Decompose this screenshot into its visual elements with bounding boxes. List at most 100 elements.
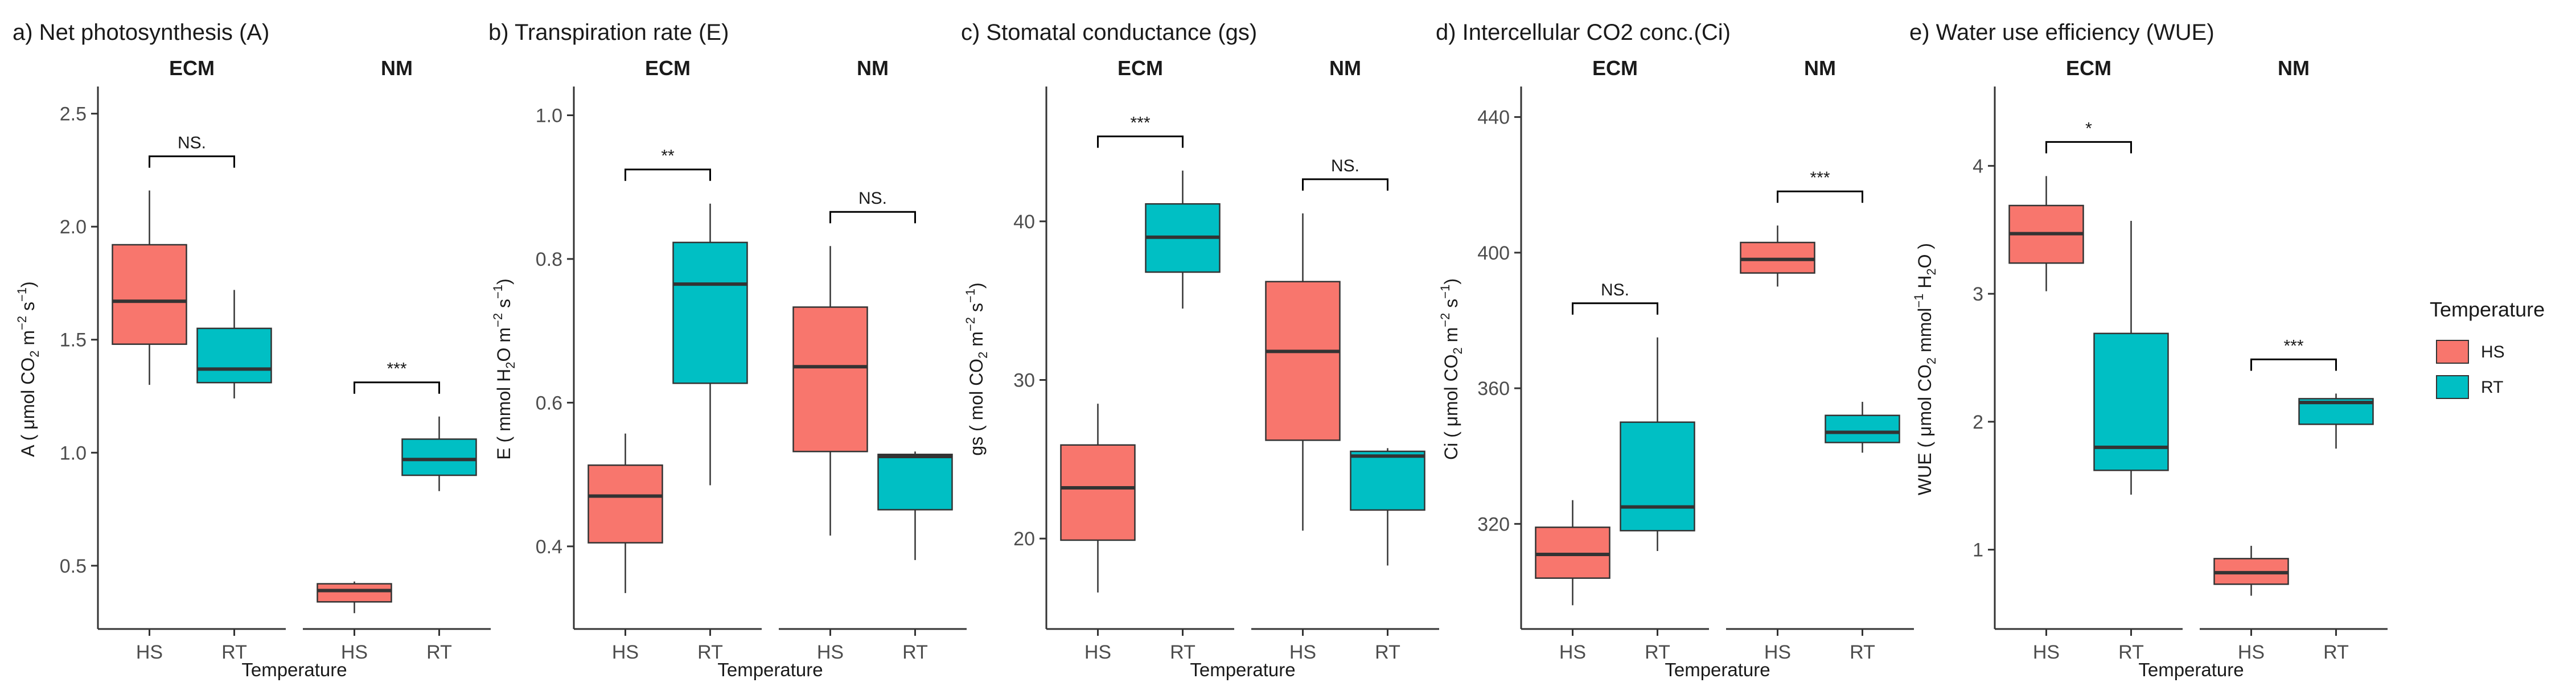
- y-label-text: m: [966, 331, 987, 352]
- panel-title: e) Water use efficiency (WUE): [1909, 20, 2215, 45]
- x-tick-label: HS: [1084, 642, 1111, 663]
- y-label-sup: −1: [1912, 294, 1926, 308]
- x-tick-label: RT: [2323, 642, 2349, 663]
- significance-label: NS.: [1601, 281, 1629, 299]
- x-tick-label: RT: [1850, 642, 1875, 663]
- y-tick-label: 30: [1013, 370, 1035, 392]
- facet-label-ecm: ECM: [2066, 56, 2111, 80]
- y-label-text: O ): [1914, 243, 1935, 268]
- facet-label-nm: NM: [2278, 56, 2310, 80]
- facet-label-ecm: ECM: [1118, 56, 1163, 80]
- x-tick-label: RT: [221, 642, 247, 663]
- panel-title: c) Stomatal conductance (gs): [961, 20, 1257, 45]
- legend-label-rt: RT: [2481, 378, 2503, 397]
- x-axis-title: Temperature: [717, 659, 823, 680]
- y-label-sup: −1: [491, 285, 505, 299]
- y-label-sub: 2: [1924, 268, 1938, 275]
- significance-label: *: [2085, 119, 2092, 138]
- x-tick-label: RT: [1170, 642, 1195, 663]
- significance-label: NS.: [1331, 157, 1359, 175]
- box-nm-rt: [1825, 414, 1900, 443]
- box-nm-hs: [1265, 281, 1341, 441]
- y-axis-label: WUE ( μmol CO2 mmol−1 H2O ): [1912, 243, 1938, 495]
- box-ecm-hs: [1060, 444, 1136, 541]
- significance-bracket: [1777, 190, 1863, 203]
- facet-label-nm: NM: [381, 56, 413, 80]
- x-axis-title: Temperature: [1665, 659, 1770, 680]
- y-label-text: Ci ( μmol CO: [1441, 354, 1461, 460]
- x-tick-label: HS: [2238, 642, 2265, 663]
- significance-bracket: [1302, 178, 1388, 191]
- y-tick-label: 4: [1973, 155, 1983, 177]
- x-tick-label: RT: [1375, 642, 1400, 663]
- x-tick-label: HS: [136, 642, 163, 663]
- panel-e-water-use-efficiency: e) Water use efficiency (WUE) 1 2 3 4 WUE ( μ…: [1909, 20, 2388, 680]
- box-ecm-hs: [587, 464, 663, 544]
- facet-label-ecm: ECM: [169, 56, 215, 80]
- significance-label: ***: [387, 360, 406, 379]
- box-ecm-rt: [672, 241, 748, 384]
- y-label-sup: −2: [963, 317, 977, 331]
- significance-bracket: [829, 211, 916, 224]
- y-label-text: s: [18, 302, 38, 316]
- y-tick-label: 2.0: [60, 216, 87, 238]
- y-axis-label: E ( mmol H2O m−2 s−1): [491, 278, 517, 459]
- y-label-sup: −1: [1438, 285, 1452, 299]
- y-tick-label: 400: [1477, 242, 1510, 264]
- y-label-text: ): [1441, 278, 1461, 285]
- y-label-text: ): [18, 281, 38, 287]
- y-tick-label: 360: [1477, 378, 1510, 400]
- y-tick-label: 0.5: [60, 556, 87, 577]
- y-tick-label: 40: [1013, 211, 1035, 233]
- x-tick-label: HS: [817, 642, 844, 663]
- box-ecm-rt: [1620, 421, 1695, 532]
- box-nm-rt: [1350, 450, 1425, 511]
- y-label-sup: −2: [491, 313, 505, 327]
- y-tick-label: 320: [1477, 513, 1510, 535]
- x-tick-label: HS: [1764, 642, 1791, 663]
- significance-bracket: [2250, 358, 2337, 371]
- facet-label-nm: NM: [1804, 56, 1836, 80]
- facet-label-ecm: ECM: [1592, 56, 1638, 80]
- y-label-sup: −1: [963, 289, 977, 303]
- y-label-sub: 2: [1924, 357, 1938, 364]
- y-label-text: m: [1441, 327, 1461, 348]
- y-tick-label: 3: [1973, 283, 1983, 305]
- legend: Temperature HS RT: [2430, 298, 2545, 399]
- box-ecm-rt: [196, 327, 272, 384]
- y-label-text: O m: [494, 327, 514, 361]
- y-tick-label: 0.4: [536, 536, 562, 558]
- significance-bracket: [625, 168, 711, 181]
- y-axis-label: gs ( mol CO2 m−2 s−1): [963, 282, 990, 455]
- panel-title: d) Intercellular CO2 conc.(Ci): [1436, 20, 1731, 45]
- y-label-text: m: [18, 330, 38, 351]
- y-label-sub: 2: [503, 361, 517, 368]
- y-tick-label: 1.0: [536, 105, 562, 126]
- x-tick-label: RT: [2118, 642, 2144, 663]
- x-tick-label: HS: [341, 642, 368, 663]
- y-label-text: H: [1914, 276, 1935, 294]
- x-tick-label: RT: [902, 642, 928, 663]
- y-label-text: s: [1441, 299, 1461, 313]
- x-tick-label: HS: [612, 642, 639, 663]
- y-tick-label: 2.5: [60, 104, 87, 125]
- y-label-text: gs ( mol CO: [966, 359, 987, 456]
- legend-key-rt: [2436, 375, 2469, 399]
- box-nm-hs: [317, 583, 392, 603]
- y-label-sup: −2: [15, 316, 29, 330]
- significance-label: ***: [1130, 114, 1150, 133]
- x-tick-label: HS: [2033, 642, 2060, 663]
- y-label-sup: −2: [1438, 313, 1452, 327]
- x-tick-label: RT: [426, 642, 452, 663]
- box-ecm-rt: [2093, 332, 2169, 471]
- y-label-text: WUE ( μmol CO: [1914, 364, 1935, 495]
- legend-label-hs: HS: [2481, 343, 2505, 361]
- y-axis-label: Ci ( μmol CO2 m−2 s−1): [1438, 278, 1465, 460]
- significance-bracket: [1097, 135, 1184, 148]
- box-nm-rt: [877, 454, 953, 511]
- y-label-text: s: [966, 303, 987, 317]
- x-axis-title: Temperature: [241, 659, 347, 680]
- panel-title: a) Net photosynthesis (A): [13, 20, 269, 45]
- legend-title: Temperature: [2430, 298, 2545, 321]
- box-nm-rt: [401, 438, 477, 476]
